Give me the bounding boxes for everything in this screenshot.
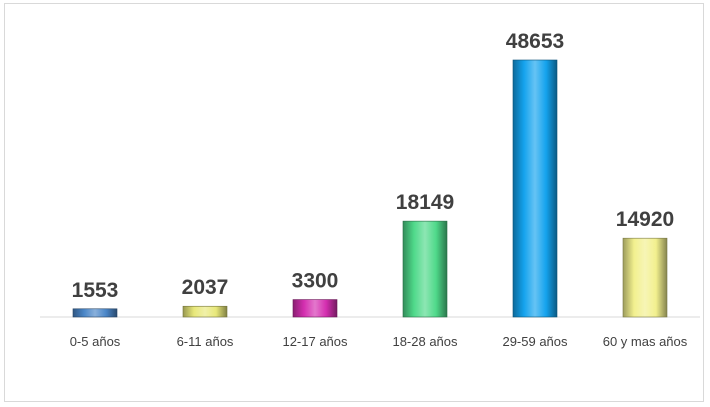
tick-label-12-17-anos: 12-17 años	[282, 334, 348, 349]
value-label-18-28-anos: 18149	[396, 191, 454, 214]
tick-labels-group: 0-5 años 6-11 años 12-17 años 18-28 años 29-…	[70, 334, 688, 349]
bar-12-17-anos	[292, 299, 338, 318]
tick-label-60-y-mas-anos: 60 y mas años	[603, 334, 688, 349]
tick-label-0-5-anos: 0-5 años	[70, 334, 121, 349]
value-label-0-5-anos: 1553	[72, 279, 119, 302]
bar-0-5-anos	[72, 308, 118, 318]
chart-frame	[4, 3, 704, 402]
tick-label-6-11-anos: 6-11 años	[177, 334, 234, 349]
value-labels-group: 1553 2037 3300 18149 48653 14920	[72, 30, 675, 302]
bar-29-59-anos	[512, 59, 558, 318]
value-label-6-11-anos: 2037	[182, 276, 229, 299]
tick-label-18-28-anos: 18-28 años	[392, 334, 458, 349]
value-label-12-17-anos: 3300	[292, 270, 339, 293]
tick-label-29-59-anos: 29-59 años	[502, 334, 568, 349]
bar-60-y-mas-anos	[622, 237, 668, 318]
value-label-29-59-anos: 48653	[506, 30, 564, 53]
bar-6-11-anos	[182, 305, 228, 318]
bars-group	[72, 59, 668, 318]
value-label-60-y-mas-anos: 14920	[616, 208, 674, 231]
bar-18-28-anos	[402, 220, 448, 318]
